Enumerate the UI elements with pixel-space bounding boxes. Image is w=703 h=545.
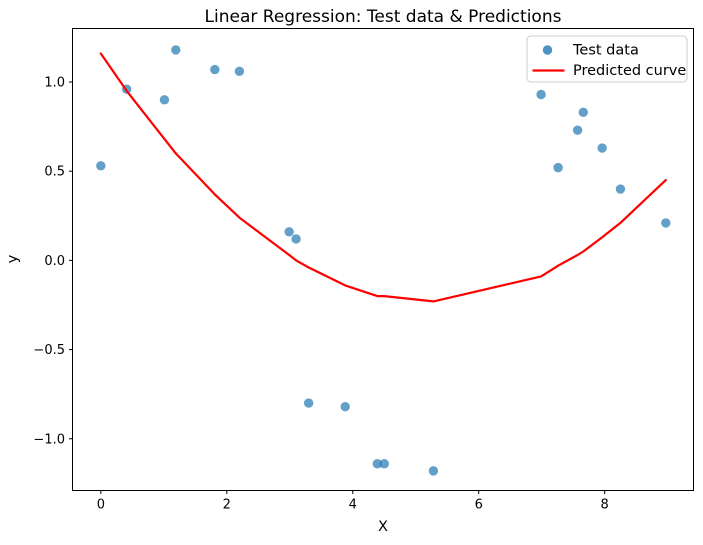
y-tick-label: −0.5 — [33, 343, 65, 358]
scatter-point — [303, 398, 314, 408]
legend-label-predicted-curve: Predicted curve — [573, 63, 686, 79]
scatter-point — [553, 162, 563, 173]
scatter-point — [572, 125, 583, 135]
test-data-legend-marker-icon — [542, 45, 553, 55]
scatter-point — [428, 466, 439, 476]
x-tick-label: 2 — [223, 498, 231, 513]
predicted-curve-line — [99, 52, 667, 303]
scatter-point — [340, 401, 350, 412]
y-tick-label: 1.0 — [44, 76, 65, 91]
scatter-point — [159, 95, 170, 105]
y-tick-label: −1.0 — [33, 432, 65, 447]
scatter-point — [597, 143, 607, 153]
x-tick-label: 8 — [601, 498, 609, 513]
x-tick-label: 0 — [97, 498, 105, 513]
plot-area: 0 2 4 6 8 1.0 0.5 0.0 −0.5 −1.0 — [33, 28, 694, 513]
x-axis-label: X — [378, 519, 388, 535]
legend: Test data Predicted curve — [526, 35, 688, 83]
y-tick-label: 0.5 — [44, 165, 65, 180]
chart-title: Linear Regression: Test data & Predictio… — [205, 7, 562, 27]
x-tick-label: 4 — [349, 498, 357, 513]
scatter-point — [284, 227, 294, 237]
scatter-point — [615, 184, 626, 194]
legend-label-test-data: Test data — [572, 43, 639, 59]
scatter-point — [234, 66, 245, 77]
y-tick-label: 0.0 — [44, 254, 65, 269]
scatter-point — [171, 45, 181, 55]
legend-box — [526, 35, 688, 83]
scatter-point — [210, 64, 220, 75]
scatter-point — [291, 234, 301, 244]
y-axis-label: y — [5, 254, 21, 263]
scatter-point — [379, 459, 389, 469]
scatter-point — [536, 89, 546, 100]
scatter-point — [578, 107, 588, 118]
scatter-point — [661, 218, 671, 228]
x-tick-label: 6 — [475, 498, 483, 513]
scatter-point — [96, 161, 106, 171]
plot-frame — [72, 28, 694, 491]
scatter-point — [372, 459, 383, 469]
